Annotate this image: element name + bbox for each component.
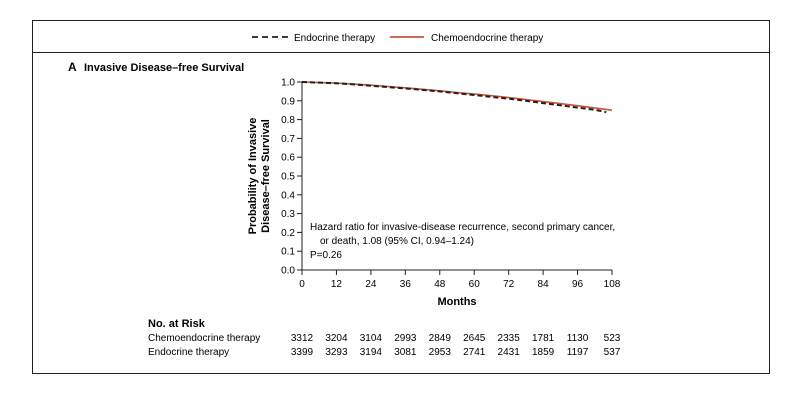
- risk-value: 1781: [532, 333, 555, 344]
- risk-values: 3312 3204 3104 2993 2849 2645 2335 1781 1130 523 3…: [291, 333, 621, 358]
- x-tick-label: 72: [503, 279, 515, 290]
- y-tick-label: 0.7: [281, 134, 295, 145]
- y-axis-title-line-1: Probability of Invasive: [247, 118, 259, 235]
- x-tick-label: 36: [400, 279, 412, 290]
- x-tick-label: 108: [604, 279, 621, 290]
- chart-title: Invasive Disease–free Survival: [84, 62, 244, 74]
- legend-divider: [32, 52, 769, 53]
- y-tick-label: 0.3: [281, 209, 295, 220]
- risk-value: 2953: [429, 347, 452, 358]
- y-tick-label: 0.0: [281, 266, 295, 277]
- risk-value: 1859: [532, 347, 555, 358]
- risk-value: 2741: [463, 347, 486, 358]
- series-endocrine-therapy: [301, 81, 607, 114]
- risk-value: 3104: [360, 333, 383, 344]
- x-ticks: 0 12 24 36 48 60 72 84 96 108: [299, 270, 621, 290]
- y-tick-label: 0.4: [281, 190, 295, 201]
- legend-label-chemoendocrine: Chemoendocrine therapy: [431, 33, 543, 44]
- risk-value: 523: [604, 333, 621, 344]
- risk-value: 1197: [567, 347, 589, 358]
- y-tick-label: 0.2: [281, 228, 295, 239]
- figure-frame: [32, 20, 770, 374]
- x-tick-label: 60: [469, 279, 481, 290]
- panel-letter: A: [68, 60, 77, 74]
- risk-value: 2993: [394, 333, 417, 344]
- risk-value: 3204: [325, 333, 348, 344]
- risk-value: 3293: [325, 347, 348, 358]
- y-tick-label: 0.5: [281, 172, 295, 183]
- y-axis-title-line-2: Disease–free Survival: [260, 119, 272, 233]
- annotation-line-2: or death, 1.08 (95% CI, 0.94–1.24): [320, 236, 474, 247]
- risk-value: 2431: [498, 347, 521, 358]
- risk-value: 3312: [291, 333, 314, 344]
- annotation-p-value: P=0.26: [310, 250, 342, 261]
- y-tick-label: 0.1: [281, 247, 295, 258]
- risk-row-label-chemoendocrine: Chemoendocrine therapy: [148, 333, 260, 344]
- series-layer: [301, 81, 613, 114]
- hazard-ratio-annotation: Hazard ratio for invasive-disease recurr…: [310, 222, 615, 261]
- x-tick-label: 24: [365, 279, 377, 290]
- risk-table-header: No. at Risk: [148, 318, 206, 330]
- risk-value: 2849: [429, 333, 452, 344]
- annotation-line-1: Hazard ratio for invasive-disease recurr…: [310, 222, 615, 233]
- risk-value: 3399: [291, 347, 314, 358]
- risk-value: 2335: [498, 333, 521, 344]
- risk-value: 1130: [567, 333, 589, 344]
- x-axis-title: Months: [437, 296, 476, 308]
- y-tick-label: 0.6: [281, 153, 295, 164]
- risk-value: 537: [604, 347, 621, 358]
- y-tick-label: 0.8: [281, 115, 295, 126]
- x-tick-label: 84: [538, 279, 550, 290]
- legend: Endocrine therapy Chemoendocrine therapy: [252, 33, 543, 44]
- x-tick-label: 48: [434, 279, 446, 290]
- risk-row-label-endocrine: Endocrine therapy: [148, 347, 229, 358]
- risk-value: 2645: [463, 333, 486, 344]
- legend-label-endocrine: Endocrine therapy: [294, 33, 375, 44]
- y-tick-label: 0.9: [281, 96, 295, 107]
- y-tick-label: 1.0: [281, 78, 295, 89]
- risk-value: 3194: [360, 347, 383, 358]
- x-tick-label: 0: [299, 279, 305, 290]
- x-tick-label: 12: [331, 279, 343, 290]
- risk-value: 3081: [394, 347, 417, 358]
- x-tick-label: 96: [572, 279, 584, 290]
- y-ticks: 0.0 0.1 0.2 0.3 0.4 0.5 0.6 0.7 0.8 0.9 1.0: [281, 78, 302, 277]
